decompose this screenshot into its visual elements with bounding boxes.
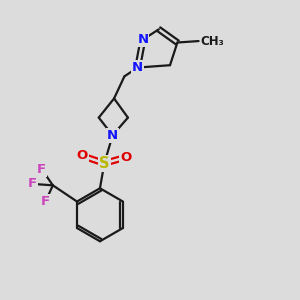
Text: O: O [120,151,131,164]
Text: S: S [99,156,110,171]
Text: N: N [132,61,143,74]
Text: N: N [107,129,118,142]
Text: F: F [28,177,37,190]
Text: N: N [137,33,148,46]
Text: F: F [41,195,50,208]
Text: O: O [77,149,88,162]
Text: CH₃: CH₃ [200,34,224,48]
Text: F: F [37,163,46,176]
